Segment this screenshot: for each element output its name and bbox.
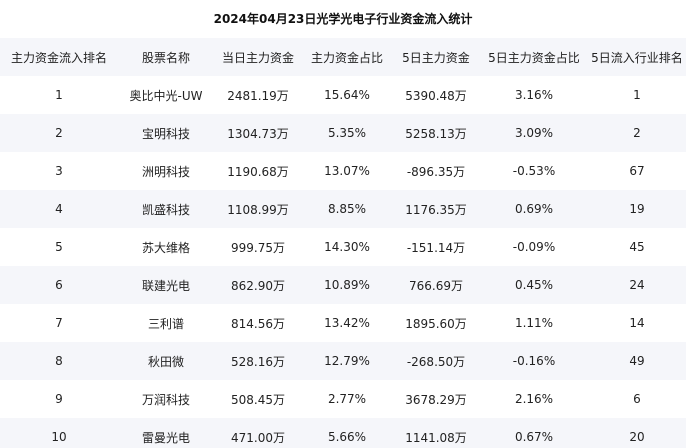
five-day-ratio-cell: 0.45% [514,278,554,292]
daily-main-fund-header: 当日主力资金 [221,50,294,65]
five-day-ratio-cell: -0.16% [512,354,556,368]
five-day-ratio-cell: 0.69% [514,202,554,216]
stock-name-header: 股票名称 [141,50,190,65]
daily-main-fund-cell: 862.90万 [231,278,285,293]
table-row: 9 万润科技 508.45万 2.77% 3678.29万 2.16% 6 [0,380,686,418]
daily-main-fund-cell: 471.00万 [231,430,285,445]
five-day-ratio-header: 5日主力资金占比 [488,50,580,65]
five-day-main-fund-cell: 5258.13万 [405,126,467,141]
five-day-industry-rank-cell: 6 [633,392,641,406]
five-day-ratio-cell: 1.11% [514,316,554,330]
stock-name-cell: 万润科技 [141,392,190,407]
five-day-main-fund-cell: 5390.48万 [405,88,467,103]
rank-header: 主力资金流入排名 [10,50,107,65]
main-fund-ratio-cell: 5.35% [327,126,367,140]
five-day-ratio-cell: 3.09% [514,126,554,140]
table-row: 10 雷曼光电 471.00万 5.66% 1141.08万 0.67% 20 [0,418,686,448]
main-fund-ratio-header: 主力资金占比 [310,50,383,65]
table-title: 2024年04月23日光学光电子行业资金流入统计 [213,12,473,26]
table-row: 7 三利谱 814.56万 13.42% 1895.60万 1.11% 14 [0,304,686,342]
five-day-ratio-cell: 2.16% [514,392,554,406]
main-fund-ratio-cell: 14.30% [324,240,370,254]
stock-name-cell: 洲明科技 [141,164,190,179]
stock-name-cell: 凯盛科技 [141,202,190,217]
rank-cell: 8 [55,354,63,368]
rank-cell: 2 [55,126,63,140]
table-row: 5 苏大维格 999.75万 14.30% -151.14万 -0.09% 45 [0,228,686,266]
five-day-industry-rank-cell: 2 [633,126,641,140]
five-day-industry-rank-cell: 20 [629,430,645,444]
five-day-industry-rank-cell: 45 [629,240,645,254]
five-day-main-fund-cell: 3678.29万 [405,392,467,407]
main-fund-ratio-cell: 5.66% [327,430,367,444]
five-day-ratio-cell: 0.67% [514,430,554,444]
header-row: 主力资金流入排名 股票名称 当日主力资金 主力资金占比 5日主力资金 5日主力资金占比 5日… [0,38,686,76]
daily-main-fund-cell: 508.45万 [231,392,285,407]
table-row: 6 联建光电 862.90万 10.89% 766.69万 0.45% 24 [0,266,686,304]
stock-name-cell: 宝明科技 [141,126,190,141]
main-fund-ratio-cell: 15.64% [324,88,370,102]
main-fund-ratio-cell: 13.42% [324,316,370,330]
table-row: 1 奥比中光-UW 2481.19万 15.64% 5390.48万 3.16% 1 [0,76,686,114]
daily-main-fund-cell: 1190.68万 [227,164,289,179]
rank-cell: 6 [55,278,63,292]
five-day-main-fund-cell: -896.35万 [406,164,466,179]
main-fund-ratio-cell: 12.79% [324,354,370,368]
five-day-main-fund-cell: -151.14万 [406,240,466,255]
main-fund-ratio-cell: 8.85% [327,202,367,216]
table-row: 4 凯盛科技 1108.99万 8.85% 1176.35万 0.69% 19 [0,190,686,228]
table-body: 1 奥比中光-UW 2481.19万 15.64% 5390.48万 3.16% 1 2 宝明科… [0,76,686,448]
stock-name-cell: 雷曼光电 [141,430,190,445]
five-day-industry-rank-cell: 19 [629,202,645,216]
five-day-ratio-cell: -0.53% [512,164,556,178]
stock-name-cell: 奥比中光-UW [129,88,203,103]
rank-cell: 4 [55,202,63,216]
table-row: 3 洲明科技 1190.68万 13.07% -896.35万 -0.53% 67 [0,152,686,190]
rank-cell: 9 [55,392,63,406]
rank-cell: 1 [55,88,63,102]
table-header: 主力资金流入排名 股票名称 当日主力资金 主力资金占比 5日主力资金 5日主力资金占比 5日… [0,38,686,76]
daily-main-fund-cell: 528.16万 [231,354,285,369]
five-day-main-fund-header: 5日主力资金 [402,50,470,65]
five-day-main-fund-cell: 1141.08万 [405,430,467,445]
five-day-main-fund-cell: 1176.35万 [405,202,467,217]
stock-name-cell: 苏大维格 [141,240,190,255]
five-day-main-fund-cell: 1895.60万 [405,316,467,331]
rank-cell: 5 [55,240,63,254]
daily-main-fund-cell: 1108.99万 [227,202,289,217]
five-day-industry-rank-header: 5日流入行业排名 [591,50,683,65]
five-day-ratio-cell: 3.16% [514,88,554,102]
main-fund-ratio-cell: 10.89% [324,278,370,292]
fund-flow-table: 主力资金流入排名 股票名称 当日主力资金 主力资金占比 5日主力资金 5日主力资金占比 5日… [0,38,686,448]
daily-main-fund-cell: 999.75万 [231,240,285,255]
main-fund-ratio-cell: 2.77% [327,392,367,406]
five-day-ratio-cell: -0.09% [512,240,556,254]
main-fund-ratio-cell: 13.07% [324,164,370,178]
stock-name-cell: 联建光电 [141,278,190,293]
five-day-main-fund-cell: 766.69万 [409,278,463,293]
rank-cell: 10 [51,430,67,444]
daily-main-fund-cell: 814.56万 [231,316,285,331]
table-row: 8 秋田微 528.16万 12.79% -268.50万 -0.16% 49 [0,342,686,380]
stock-name-cell: 三利谱 [147,316,184,331]
five-day-main-fund-cell: -268.50万 [406,354,466,369]
rank-cell: 3 [55,164,63,178]
daily-main-fund-cell: 2481.19万 [227,88,289,103]
daily-main-fund-cell: 1304.73万 [227,126,289,141]
five-day-industry-rank-cell: 1 [633,88,641,102]
table-row: 2 宝明科技 1304.73万 5.35% 5258.13万 3.09% 2 [0,114,686,152]
five-day-industry-rank-cell: 14 [629,316,645,330]
five-day-industry-rank-cell: 67 [629,164,645,178]
rank-cell: 7 [55,316,63,330]
five-day-industry-rank-cell: 24 [629,278,645,292]
stock-name-cell: 秋田微 [147,354,184,369]
five-day-industry-rank-cell: 49 [629,354,645,368]
